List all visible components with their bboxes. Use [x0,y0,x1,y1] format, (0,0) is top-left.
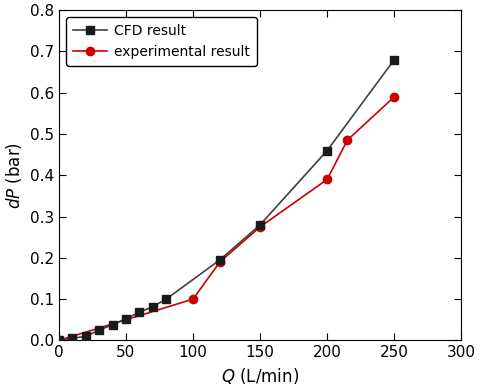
experimental result [345,138,350,142]
experimental result [391,94,397,99]
Line: experimental result: experimental result [55,93,398,345]
CFD result [70,336,75,341]
Legend: CFD result, experimental result: CFD result, experimental result [66,17,257,66]
CFD result [324,148,330,153]
experimental result [217,260,223,264]
experimental result [56,338,62,343]
CFD result [96,328,102,332]
X-axis label: $Q$ (L/min): $Q$ (L/min) [221,366,299,386]
CFD result [109,323,115,327]
CFD result [123,316,129,321]
CFD result [163,297,169,301]
experimental result [190,297,196,301]
experimental result [324,177,330,182]
CFD result [391,57,397,62]
CFD result [56,338,62,343]
CFD result [83,334,88,339]
CFD result [136,310,142,315]
CFD result [217,257,223,262]
CFD result [257,222,263,227]
Line: CFD result: CFD result [55,55,398,345]
CFD result [150,304,156,309]
Y-axis label: $dP$ (bar): $dP$ (bar) [4,142,24,209]
experimental result [257,225,263,229]
